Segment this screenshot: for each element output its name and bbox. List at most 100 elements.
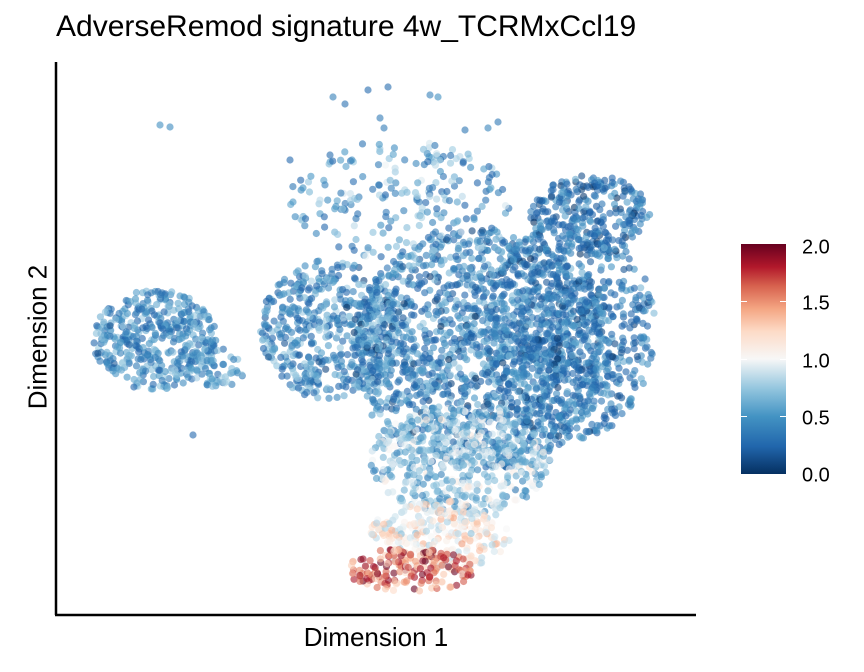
scatter-point (440, 570, 448, 578)
scatter-point (433, 488, 441, 496)
scatter-point (328, 265, 336, 273)
scatter-point (382, 281, 390, 289)
scatter-point (409, 335, 418, 343)
scatter-point (464, 150, 472, 158)
scatter-point (391, 442, 399, 450)
scatter-point (411, 254, 419, 262)
scatter-point (187, 365, 195, 373)
scatter-point (539, 448, 547, 456)
scatter-point (443, 518, 451, 526)
scatter-point (372, 300, 380, 308)
scatter-point (295, 351, 304, 359)
scatter-point (173, 359, 181, 367)
scatter-point (301, 222, 309, 230)
scatter-point (445, 484, 453, 492)
scatter-point (488, 271, 497, 279)
scatter-point (421, 331, 429, 339)
scatter-point (364, 244, 372, 252)
scatter-point (452, 297, 460, 305)
scatter-point (524, 298, 532, 306)
scatter-point (339, 337, 347, 345)
scatter-point (399, 263, 407, 271)
scatter-point (555, 440, 563, 449)
scatter-point (555, 266, 564, 274)
scatter-point (369, 248, 377, 256)
scatter-point (408, 417, 416, 425)
scatter-point (512, 375, 520, 383)
scatter-point (473, 350, 481, 358)
scatter-point (449, 419, 457, 427)
scatter-point (599, 213, 607, 221)
scatter-point (460, 385, 468, 393)
scatter-point (389, 488, 397, 496)
scatter-point (554, 383, 562, 392)
scatter-point (109, 355, 117, 363)
scatter-point (485, 378, 493, 386)
scatter-point (479, 329, 487, 337)
scatter-point (647, 348, 655, 357)
scatter-point (559, 311, 567, 319)
scatter-point (368, 349, 376, 357)
scatter-point (431, 363, 439, 371)
scatter-point (492, 505, 500, 513)
scatter-point (387, 366, 395, 375)
legend-label-1: 1.0 (802, 350, 830, 373)
scatter-point (301, 215, 310, 223)
scatter-point (428, 439, 436, 447)
scatter-point (424, 233, 432, 242)
scatter-point (426, 273, 434, 281)
scatter-point (394, 349, 402, 357)
scatter-point (605, 353, 614, 361)
scatter-point (389, 300, 397, 308)
scatter-point (375, 181, 383, 189)
scatter-point (132, 342, 140, 350)
scatter-point (511, 334, 519, 343)
scatter-point (422, 199, 430, 207)
scatter-point (275, 321, 283, 329)
scatter-point (289, 198, 297, 206)
scatter-point (426, 91, 434, 99)
scatter-point (289, 183, 297, 191)
scatter-point (514, 272, 522, 280)
scatter-point (566, 272, 574, 280)
scatter-point (166, 332, 174, 340)
scatter-point (334, 263, 342, 272)
scatter-point (578, 316, 587, 324)
scatter-point (563, 262, 572, 270)
scatter-point (287, 279, 295, 287)
scatter-point (624, 400, 633, 408)
scatter-point (354, 311, 362, 319)
scatter-point (312, 229, 320, 238)
scatter-point (597, 397, 606, 405)
scatter-point (520, 380, 529, 388)
scatter-point (499, 359, 507, 367)
scatter-point (431, 161, 439, 169)
scatter-point (492, 235, 500, 243)
scatter-point (381, 191, 389, 199)
scatter-point (534, 418, 542, 426)
scatter-point (628, 233, 637, 241)
scatter-point (531, 336, 539, 344)
scatter-point (553, 395, 561, 403)
scatter-point (370, 355, 378, 364)
scatter-point (574, 226, 582, 234)
scatter-point (569, 296, 578, 304)
scatter-point (468, 413, 476, 421)
scatter-point (546, 445, 554, 453)
scatter-point (419, 433, 427, 441)
scatter-point (532, 209, 541, 217)
scatter-point (419, 397, 427, 405)
scatter-point (116, 344, 124, 352)
scatter-point (381, 572, 389, 581)
scatter-point (458, 570, 466, 578)
scatter-point (452, 155, 460, 163)
scatter-point (143, 296, 152, 304)
scatter-point (369, 185, 377, 193)
scatter-point (553, 334, 561, 342)
scatter-point (581, 285, 589, 293)
scatter-point (492, 305, 500, 314)
scatter-point (322, 315, 330, 324)
scatter-point (453, 281, 461, 289)
scatter-point (379, 465, 388, 474)
scatter-point (549, 323, 557, 331)
